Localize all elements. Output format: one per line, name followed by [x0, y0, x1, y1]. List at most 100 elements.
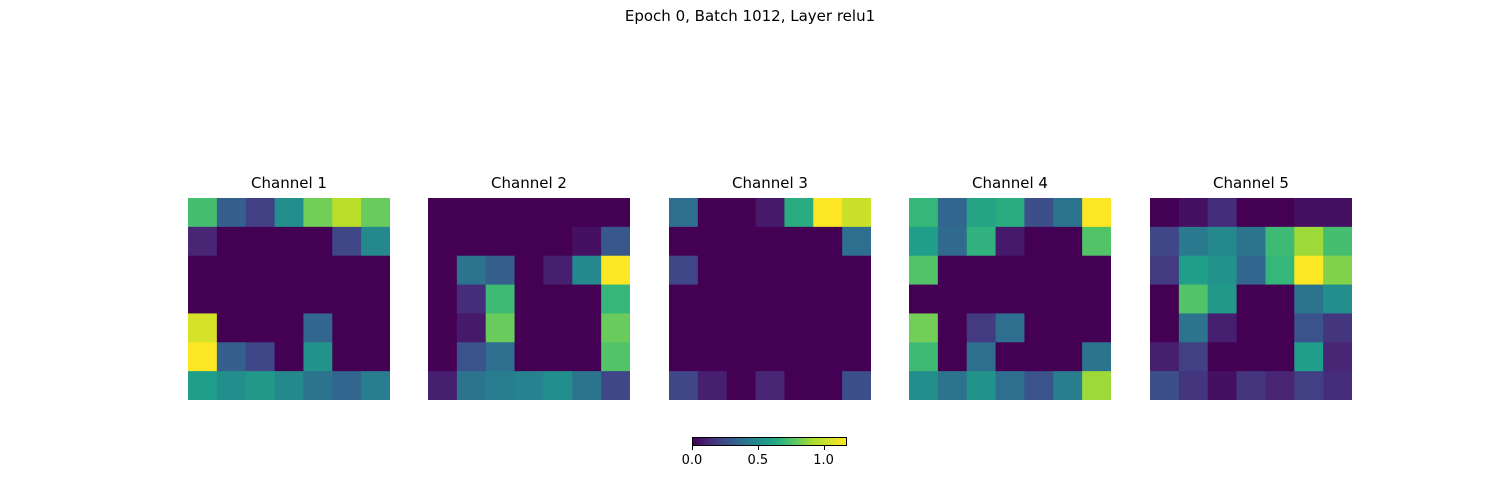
- heatmap-cell: [245, 255, 276, 286]
- heatmap-cell: [1178, 313, 1209, 343]
- heatmap-cell: [1178, 342, 1209, 372]
- heatmap-cell: [245, 342, 276, 372]
- heatmap-cell: [601, 371, 630, 400]
- heatmap-cell: [726, 284, 757, 314]
- heatmap-cell: [361, 226, 390, 257]
- heatmap-cell: [995, 255, 1025, 286]
- heatmap-cell: [274, 284, 304, 314]
- heatmap-cell: [1024, 371, 1054, 400]
- heatmap-cell: [332, 371, 362, 400]
- heatmap-cell: [428, 342, 458, 372]
- heatmap-cell: [216, 255, 247, 286]
- heatmap-cell: [966, 371, 997, 400]
- heatmap-cell: [332, 255, 362, 286]
- heatmap-cell: [937, 284, 968, 314]
- panel-title: Channel 3: [732, 174, 808, 192]
- heatmap-cell: [1024, 226, 1054, 257]
- heatmap-cell: [456, 226, 487, 257]
- heatmap-cell: [485, 342, 516, 372]
- heatmap-cell: [909, 371, 939, 400]
- heatmap-cell: [755, 313, 785, 343]
- heatmap-cell: [1053, 226, 1083, 257]
- heatmap-cell: [1294, 371, 1324, 400]
- heatmap-cell: [966, 342, 997, 372]
- heatmap-cell: [842, 371, 871, 400]
- heatmap-cell: [572, 342, 602, 372]
- heatmap-cell: [1053, 371, 1083, 400]
- heatmap-cell: [784, 371, 814, 400]
- heatmap-cell: [784, 284, 814, 314]
- heatmap-cell: [456, 342, 487, 372]
- heatmap-cell: [485, 226, 516, 257]
- heatmap-cell: [1236, 342, 1266, 372]
- heatmap-cell: [1236, 284, 1266, 314]
- heatmap-cell: [1207, 226, 1238, 257]
- heatmap-cell: [572, 198, 602, 228]
- heatmap-cell: [303, 313, 333, 343]
- heatmap-cell: [1053, 313, 1083, 343]
- heatmap-cell: [274, 255, 304, 286]
- heatmap-cell: [1236, 313, 1266, 343]
- heatmap-cell: [303, 284, 333, 314]
- heatmap-cell: [303, 198, 333, 228]
- heatmap-cell: [572, 226, 602, 257]
- heatmap-cell: [216, 198, 247, 228]
- heatmap-cell: [669, 198, 699, 228]
- heatmap-cell: [697, 313, 728, 343]
- heatmap-cell: [669, 342, 699, 372]
- heatmap-cell: [428, 198, 458, 228]
- heatmap-cell: [1150, 313, 1180, 343]
- heatmap-cell: [216, 371, 247, 400]
- heatmap-cell: [937, 342, 968, 372]
- heatmap-cell: [274, 371, 304, 400]
- heatmap-cell: [1082, 313, 1111, 343]
- heatmap-cell: [784, 342, 814, 372]
- heatmap-cell: [842, 284, 871, 314]
- heatmap-cell: [456, 313, 487, 343]
- heatmap-cell: [726, 226, 757, 257]
- colorbar-tick-label: 1.0: [813, 453, 834, 468]
- heatmap-cell: [1323, 226, 1352, 257]
- heatmap-cell: [1150, 284, 1180, 314]
- heatmap-cell: [188, 226, 218, 257]
- heatmap-cell: [485, 284, 516, 314]
- heatmap-cell: [361, 313, 390, 343]
- heatmap-cell: [966, 198, 997, 228]
- heatmap-cell: [274, 198, 304, 228]
- heatmap-cell: [188, 342, 218, 372]
- heatmap-cell: [995, 371, 1025, 400]
- heatmap-cell: [216, 342, 247, 372]
- heatmap-cell: [1236, 226, 1266, 257]
- heatmap-cell: [1207, 198, 1238, 228]
- panel-title: Channel 2: [491, 174, 567, 192]
- heatmap-cell: [514, 342, 544, 372]
- heatmap-cell: [1053, 342, 1083, 372]
- heatmap-cell: [937, 198, 968, 228]
- heatmap-cell: [1178, 255, 1209, 286]
- heatmap-cell: [543, 226, 573, 257]
- heatmap-cell: [216, 226, 247, 257]
- heatmap-cell: [669, 313, 699, 343]
- heatmap-cell: [755, 371, 785, 400]
- heatmap-cell: [697, 342, 728, 372]
- heatmap-cell: [1082, 255, 1111, 286]
- heatmap-cell: [303, 226, 333, 257]
- heatmap-cell: [1024, 313, 1054, 343]
- heatmap-cell: [842, 255, 871, 286]
- heatmap-cell: [813, 255, 843, 286]
- heatmap-cell: [514, 255, 544, 286]
- heatmap-cell: [245, 198, 276, 228]
- heatmap-cell: [909, 284, 939, 314]
- heatmap-cell: [601, 198, 630, 228]
- heatmap-cell: [813, 342, 843, 372]
- heatmap-cell: [1294, 226, 1324, 257]
- heatmap-cell: [1082, 198, 1111, 228]
- heatmap-cell: [572, 284, 602, 314]
- heatmap-cell: [216, 313, 247, 343]
- heatmap-cell: [485, 198, 516, 228]
- heatmap-cell: [1207, 284, 1238, 314]
- heatmap-cell: [601, 284, 630, 314]
- heatmap-cell: [332, 284, 362, 314]
- heatmap-cell: [245, 313, 276, 343]
- heatmap: [909, 198, 1111, 400]
